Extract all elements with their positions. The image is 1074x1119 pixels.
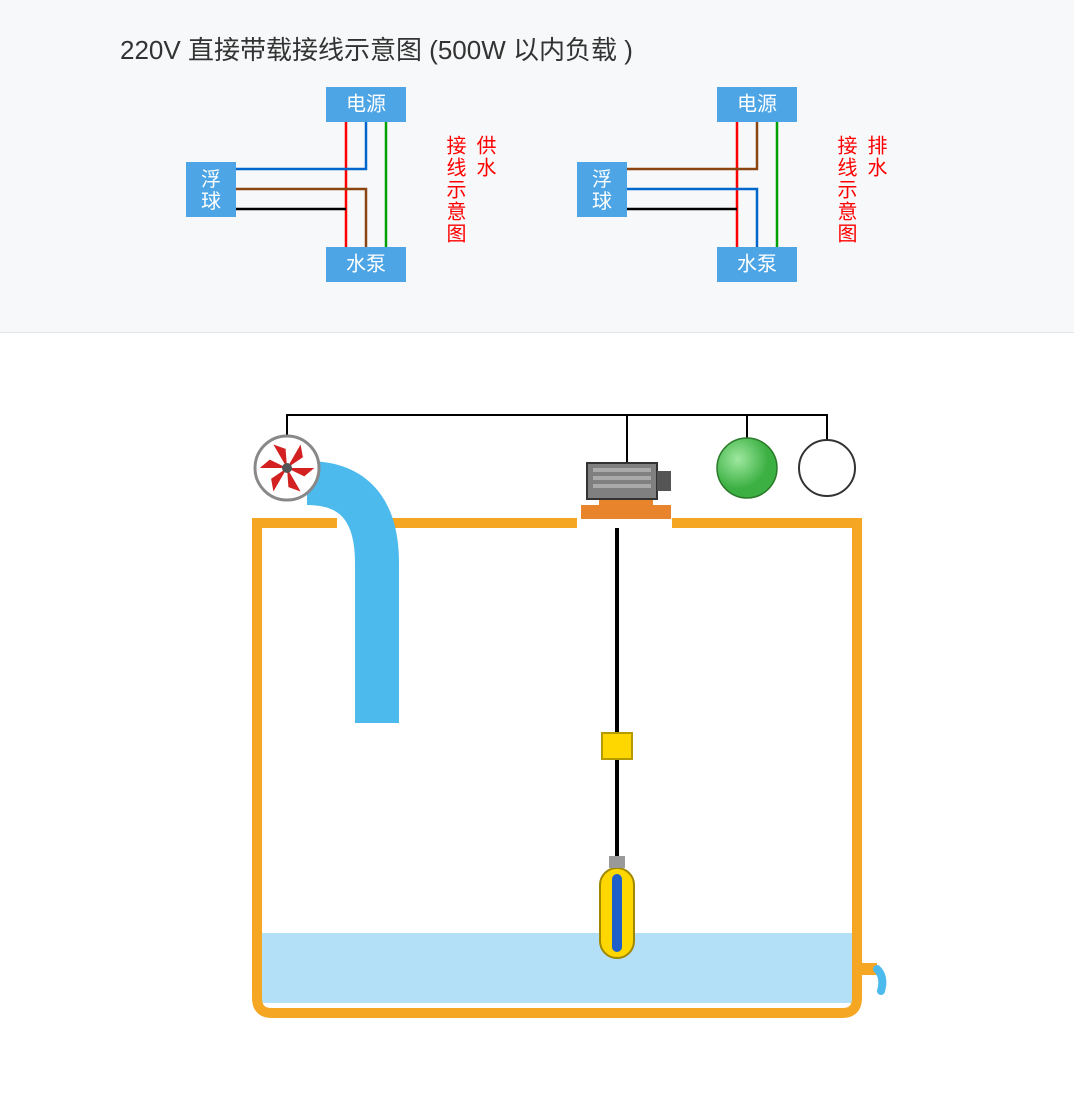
svg-text:球: 球 [592, 190, 612, 213]
legend-supply: 接线示意图 供水 [441, 135, 497, 245]
wiring-diagram-supply: 电源浮球水泵 接线示意图 供水 [186, 87, 497, 292]
legend-drain: 接线示意图 排水 [832, 135, 888, 245]
svg-text:水泵: 水泵 [737, 253, 777, 276]
diagrams-row: 电源浮球水泵 接线示意图 供水 电源浮球水泵 接线示意图 排水 [20, 87, 1054, 292]
wiring-diagram-drain: 电源浮球水泵 接线示意图 排水 [577, 87, 888, 292]
svg-text:浮: 浮 [201, 168, 221, 191]
top-wiring-section: 220V 直接带载接线示意图 (500W 以内负载 ) 电源浮球水泵 接线示意图… [0, 0, 1074, 333]
wiring-svg-supply: 电源浮球水泵 [186, 87, 426, 287]
wiring-svg-drain: 电源浮球水泵 [577, 87, 817, 287]
svg-text:电源: 电源 [346, 93, 386, 116]
svg-text:电源: 电源 [737, 93, 777, 116]
tank-section [0, 333, 1074, 1073]
svg-text:浮: 浮 [592, 168, 612, 191]
svg-text:球: 球 [201, 190, 221, 213]
tank-diagram [177, 373, 897, 1033]
main-title: 220V 直接带载接线示意图 (500W 以内负载 ) [120, 30, 1054, 67]
svg-text:水泵: 水泵 [346, 253, 386, 276]
